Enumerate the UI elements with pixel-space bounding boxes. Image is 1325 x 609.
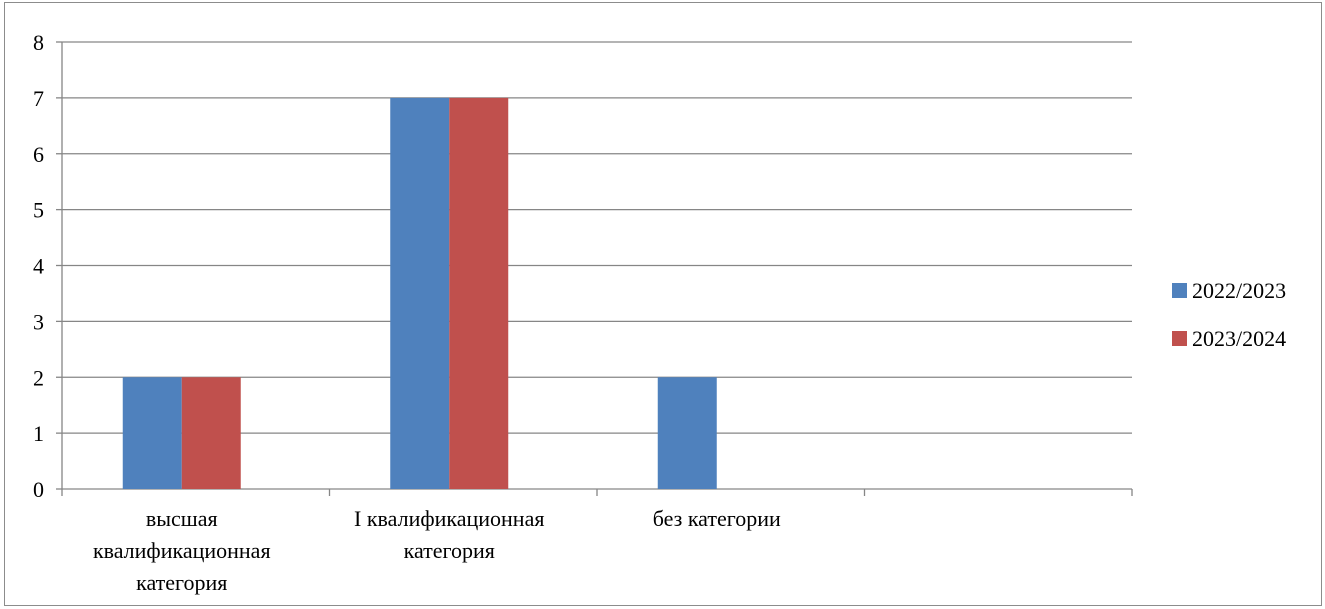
bar-1-cat-2	[390, 97, 450, 489]
category-label: без категории	[653, 506, 781, 531]
y-tick-label: 7	[33, 86, 44, 111]
category-label: высшая	[146, 506, 218, 531]
bar-1-cat-3	[657, 377, 717, 489]
legend-label: 2023/2024	[1192, 326, 1286, 351]
legend-label: 2022/2023	[1192, 278, 1286, 303]
y-tick-label: 6	[33, 142, 44, 167]
legend-swatch	[1172, 331, 1187, 346]
bar-2-cat-2	[449, 97, 509, 489]
y-tick-label: 4	[33, 254, 44, 279]
y-tick-label: 3	[33, 309, 44, 334]
category-label: категория	[404, 538, 495, 563]
category-label: категория	[136, 570, 227, 595]
legend-swatch	[1172, 283, 1187, 298]
chart-frame	[4, 2, 1322, 606]
category-label: I квалификационная	[354, 506, 544, 531]
y-tick-label: 0	[33, 477, 44, 502]
category-label: квалификационная	[93, 538, 271, 563]
y-tick-label: 5	[33, 198, 44, 223]
bar-1-cat-1	[122, 377, 182, 489]
y-tick-label: 2	[33, 365, 44, 390]
y-tick-label: 1	[33, 421, 44, 446]
bar-2-cat-1	[181, 377, 241, 489]
y-tick-label: 8	[33, 30, 44, 55]
